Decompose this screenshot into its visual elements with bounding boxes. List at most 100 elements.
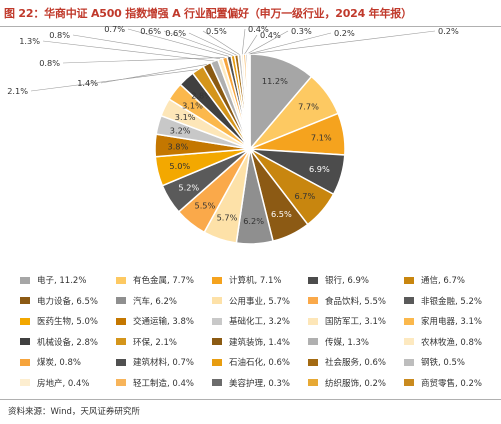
legend-label: 食品饮料, 5.5% xyxy=(325,296,386,307)
legend-item: 房地产, 0.4% xyxy=(20,376,90,390)
legend-item: 社会服务, 0.6% xyxy=(308,355,386,369)
legend-label: 医药生物, 5.0% xyxy=(37,317,98,327)
legend-swatch xyxy=(116,276,126,284)
legend-item: 计算机, 7.1% xyxy=(212,273,282,287)
legend-swatch xyxy=(20,297,30,304)
pie-data-label: 2.1% xyxy=(7,86,28,96)
legend-item: 国防军工, 3.1% xyxy=(308,314,386,328)
pie-leader-line xyxy=(30,69,198,92)
legend-label: 商贸零售, 0.2% xyxy=(421,378,482,389)
legend-label: 房地产, 0.4% xyxy=(37,378,90,389)
legend-swatch xyxy=(212,317,222,325)
pie-data-label: 0.6% xyxy=(165,28,186,38)
legend-item: 轻工制造, 0.4% xyxy=(116,376,194,390)
legend-item: 医药生物, 5.0% xyxy=(20,314,98,328)
pie-data-label: 0.4% xyxy=(260,30,281,40)
pie-data-label: 7.7% xyxy=(298,102,319,112)
pie-leader-line xyxy=(188,32,237,56)
pie-data-label: 1.4% xyxy=(77,78,98,88)
legend-swatch xyxy=(116,338,126,345)
legend-label: 石油石化, 0.6% xyxy=(229,358,290,368)
legend-item: 农林牧渔, 0.8% xyxy=(404,335,482,349)
pie-data-label: 11.2% xyxy=(262,76,288,86)
legend-item: 通信, 6.7% xyxy=(404,273,465,287)
legend-label: 轻工制造, 0.4% xyxy=(133,378,194,389)
legend-item: 电力设备, 6.5% xyxy=(20,294,98,308)
legend-swatch xyxy=(20,317,30,325)
pie-data-label: 2.8% xyxy=(191,90,212,100)
legend-label: 公用事业, 5.7% xyxy=(229,296,290,307)
pie-leader-line xyxy=(244,34,258,55)
legend-swatch xyxy=(404,338,414,345)
legend-swatch xyxy=(20,358,30,366)
legend-item: 建筑材料, 0.7% xyxy=(116,355,194,369)
legend-label: 钢铁, 0.5% xyxy=(421,358,465,368)
pie-data-label: 0.2% xyxy=(334,28,355,38)
legend-item: 机械设备, 2.8% xyxy=(20,335,98,349)
legend-item: 纺织服饰, 0.2% xyxy=(308,376,386,390)
legend-label: 建筑材料, 0.7% xyxy=(133,358,194,368)
legend-swatch xyxy=(116,379,126,386)
pie-data-label: 0.8% xyxy=(49,30,70,40)
legend-label: 农林牧渔, 0.8% xyxy=(421,337,482,348)
legend-item: 钢铁, 0.5% xyxy=(404,355,465,369)
legend-label: 电力设备, 6.5% xyxy=(37,296,98,307)
legend-item: 家用电器, 3.1% xyxy=(404,314,482,328)
pie-data-label: 0.2% xyxy=(438,26,459,36)
legend-swatch xyxy=(404,276,414,284)
legend-item: 环保, 2.1% xyxy=(116,335,177,349)
legend-item: 银行, 6.9% xyxy=(308,273,369,287)
legend-item: 煤炭, 0.8% xyxy=(20,355,81,369)
legend-label: 非银金融, 5.2% xyxy=(421,296,482,307)
legend-swatch xyxy=(308,297,318,304)
legend-label: 社会服务, 0.6% xyxy=(325,358,386,368)
legend-swatch xyxy=(20,276,30,284)
legend-label: 交通运输, 3.8% xyxy=(133,317,194,327)
legend-label: 环保, 2.1% xyxy=(133,337,177,348)
pie-leader-line xyxy=(62,57,225,64)
pie-chart: 11.2% 7.7% 7.1% 6.9% 6.7%6.5% 6.2% 5.7%5.5% 5.2… xyxy=(7,24,459,245)
pie-leader-line xyxy=(202,30,240,55)
pie-data-label: 6.5% xyxy=(271,209,292,219)
pie-leader-line xyxy=(100,64,207,84)
legend-label: 机械设备, 2.8% xyxy=(37,337,98,348)
pie-data-label: 0.7% xyxy=(104,24,125,34)
pie-data-label: 6.7% xyxy=(294,191,315,201)
legend-item: 石油石化, 0.6% xyxy=(212,355,290,369)
pie-data-label: 0.4% xyxy=(248,24,269,34)
pie-data-label: 0.6% xyxy=(140,26,161,36)
source-divider xyxy=(0,399,501,400)
legend-swatch xyxy=(20,379,30,386)
legend-swatch xyxy=(212,338,222,345)
legend-item: 汽车, 6.2% xyxy=(116,294,177,308)
legend-swatch xyxy=(212,276,222,284)
legend-label: 有色金属, 7.7% xyxy=(133,276,194,286)
legend-swatch xyxy=(404,317,414,325)
legend-label: 纺织服饰, 0.2% xyxy=(325,378,386,389)
legend-swatch xyxy=(20,338,30,345)
pie-data-label: 3.1% xyxy=(175,112,196,122)
source-note: 资料来源：Wind，天风证券研究所 xyxy=(8,407,140,417)
pie-data-label: 1.3% xyxy=(19,36,40,46)
legend-swatch xyxy=(116,297,126,304)
legend-swatch xyxy=(404,297,414,304)
legend-item: 电子, 11.2% xyxy=(20,273,86,287)
pie-leader-line xyxy=(127,28,230,57)
legend-item: 公用事业, 5.7% xyxy=(212,294,290,308)
legend-swatch xyxy=(404,358,414,366)
legend-item: 非银金融, 5.2% xyxy=(404,294,482,308)
pie-leader-line xyxy=(42,40,215,62)
legend-item: 交通运输, 3.8% xyxy=(116,314,194,328)
legend-item: 传媒, 1.3% xyxy=(308,335,369,349)
pie-leader-line xyxy=(246,30,289,55)
legend-swatch xyxy=(308,379,318,386)
legend-swatch xyxy=(212,358,222,366)
pie-data-label: 3.8% xyxy=(167,141,188,151)
figure-title: 图 22：华商中证 A500 指数增强 A 行业配置偏好（申万一级行业，2024… xyxy=(4,7,412,20)
pie-data-label: 0.5% xyxy=(206,26,227,36)
legend-swatch xyxy=(212,379,222,386)
pie-data-label: 5.2% xyxy=(178,182,199,192)
legend-swatch xyxy=(116,317,126,325)
legend-label: 通信, 6.7% xyxy=(421,276,465,286)
pie-data-label: 6.2% xyxy=(243,216,264,226)
